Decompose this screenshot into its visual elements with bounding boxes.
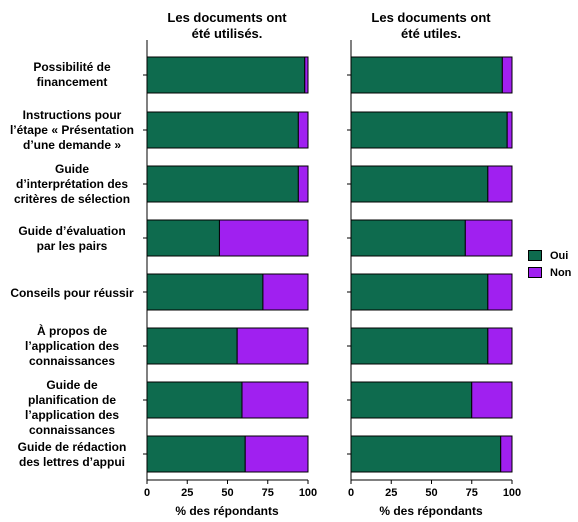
- bar-useful-non: [501, 56, 513, 94]
- x-tick-label-useful: 100: [503, 487, 521, 499]
- bar-useful-non: [464, 219, 513, 257]
- x-tick-label-useful: 25: [385, 487, 397, 499]
- legend-swatch-non: [528, 267, 542, 278]
- category-label: À propos de l’application des connaissan…: [24, 324, 120, 368]
- bar-useful-non: [487, 327, 513, 365]
- category-label: Guide d’interprétation des critères de s…: [13, 162, 131, 206]
- bar-used-oui: [146, 111, 299, 149]
- category-label: Instructions pour l’étape « Présentation…: [9, 108, 135, 152]
- bar-used-non: [236, 327, 309, 365]
- x-tick-label-used: 75: [262, 487, 274, 499]
- bar-used-non: [244, 435, 309, 473]
- bar-used-oui: [146, 327, 238, 365]
- bar-useful-oui: [350, 219, 466, 257]
- x-tick-label-used: 0: [144, 487, 150, 499]
- bar-used-oui: [146, 219, 220, 257]
- legend-label-oui: Oui: [550, 249, 569, 262]
- bar-useful-non: [471, 381, 513, 419]
- bar-useful-oui: [350, 56, 503, 94]
- x-tick-label-used: 50: [221, 487, 233, 499]
- bar-used-oui: [146, 381, 243, 419]
- bar-used-non: [304, 56, 309, 94]
- bar-useful-non: [487, 273, 513, 311]
- bar-useful-oui: [350, 111, 508, 149]
- legend-swatch-oui: [528, 250, 542, 261]
- x-tick-label-useful: 75: [466, 487, 478, 499]
- x-tick-label-useful: 50: [425, 487, 437, 499]
- legend: Oui Non: [528, 248, 571, 282]
- x-tick-label-used: 100: [299, 487, 317, 499]
- category-label: Guide de planification de l’application …: [24, 378, 120, 437]
- category-label: Guide de rédaction des lettres d’appui: [17, 440, 127, 469]
- legend-item-oui: Oui: [528, 248, 571, 263]
- legend-item-non: Non: [528, 265, 571, 280]
- bar-used-non: [241, 381, 309, 419]
- bar-useful-oui: [350, 165, 489, 203]
- panel-title-used: Les documents ont été utilisés.: [167, 10, 287, 41]
- bar-used-non: [218, 219, 309, 257]
- bar-useful-oui: [350, 273, 489, 311]
- bar-used-oui: [146, 273, 264, 311]
- bar-used-oui: [146, 165, 299, 203]
- bar-used-oui: [146, 435, 246, 473]
- category-label: Guide d’évaluation par les pairs: [18, 224, 126, 253]
- x-tick-label-useful: 0: [348, 487, 354, 499]
- bar-used-oui: [146, 56, 306, 94]
- bar-useful-non: [500, 435, 513, 473]
- bar-used-non: [297, 165, 309, 203]
- panel-title-useful: Les documents ont été utiles.: [371, 10, 491, 41]
- bar-used-non: [297, 111, 309, 149]
- bar-useful-oui: [350, 327, 489, 365]
- category-label: Conseils pour réussir: [10, 286, 134, 300]
- category-label: Possibilité de financement: [33, 60, 111, 89]
- bar-useful-non: [487, 165, 513, 203]
- x-axis-title-useful: % des répondants: [379, 504, 483, 518]
- legend-label-non: Non: [550, 266, 572, 279]
- bar-useful-non: [506, 111, 513, 149]
- bar-useful-oui: [350, 435, 502, 473]
- bar-useful-oui: [350, 381, 473, 419]
- bar-used-non: [262, 273, 309, 311]
- x-tick-label-used: 25: [181, 487, 193, 499]
- x-axis-title-used: % des répondants: [175, 504, 279, 518]
